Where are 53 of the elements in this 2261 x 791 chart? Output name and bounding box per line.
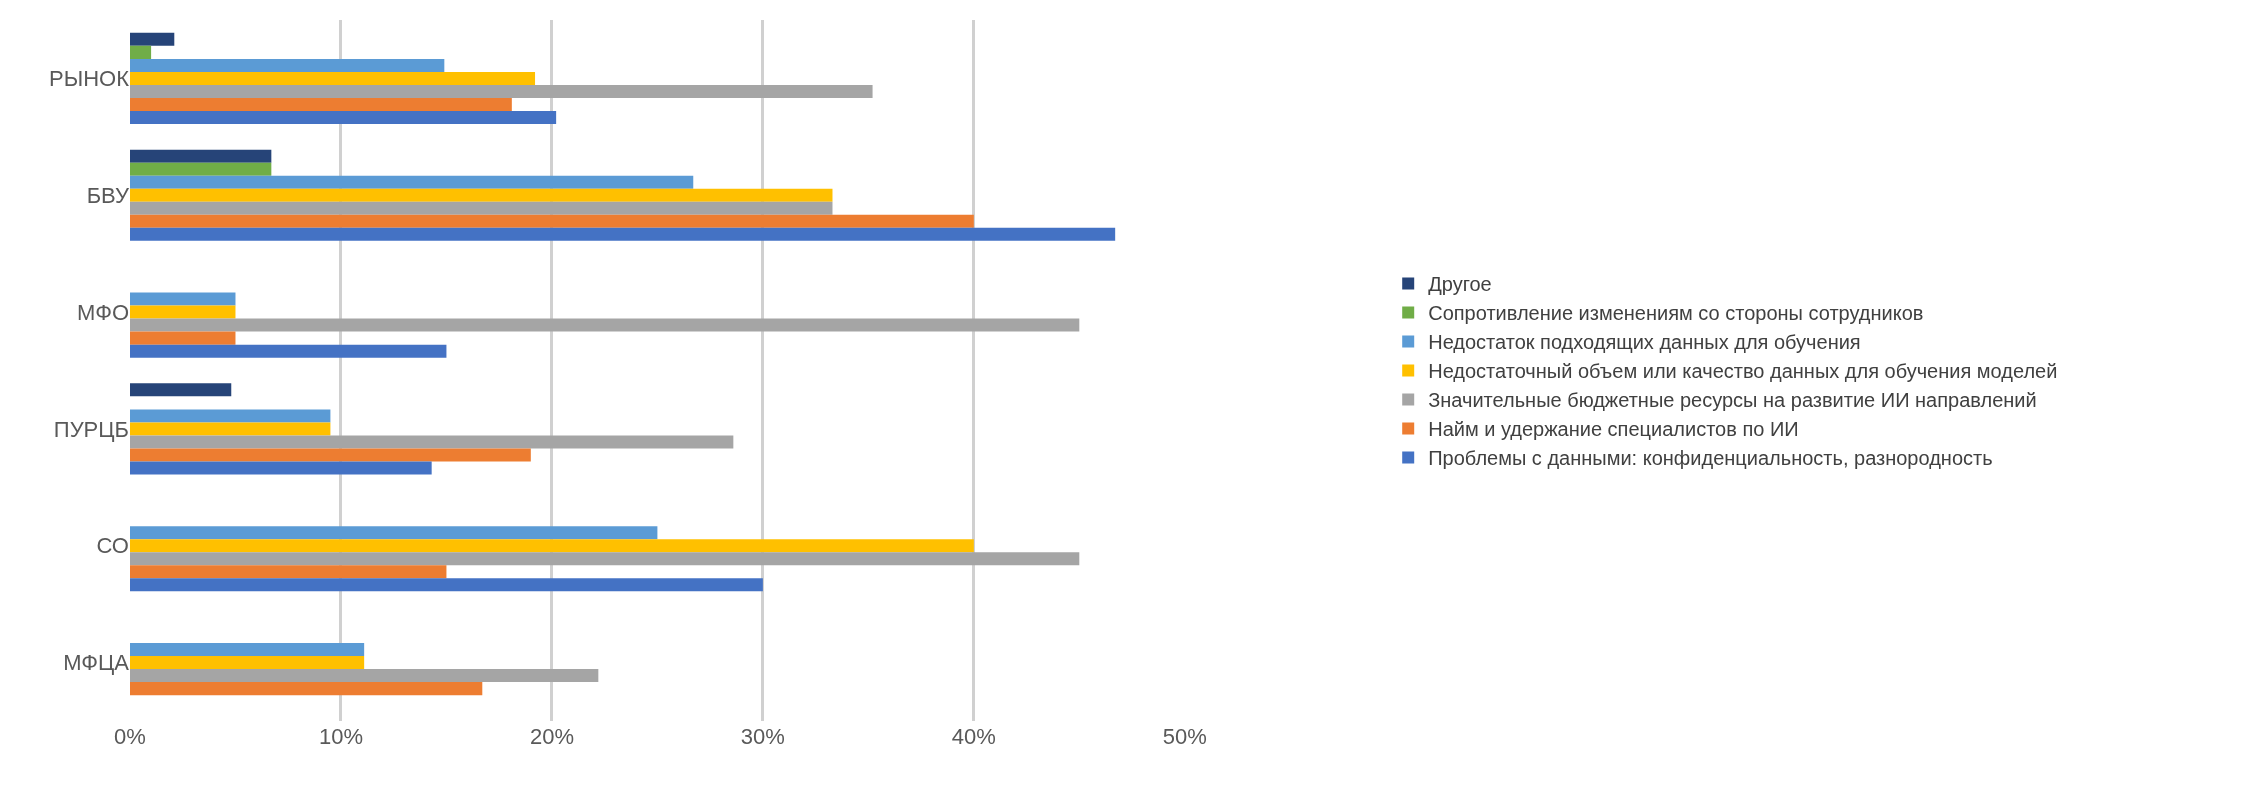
x-tick-label: 30% bbox=[740, 724, 785, 749]
bar bbox=[130, 565, 447, 579]
bar bbox=[130, 578, 763, 592]
bar bbox=[130, 201, 833, 215]
bar bbox=[130, 84, 873, 98]
y-tick-label: ПУРЦБ bbox=[53, 416, 129, 442]
legend-label: Недостаточный объем или качество данных для обучения моделей bbox=[1428, 360, 2058, 383]
x-tick-label: 50% bbox=[1162, 724, 1207, 749]
y-tick-label: СО bbox=[96, 533, 129, 559]
bar bbox=[130, 461, 432, 475]
bar bbox=[130, 162, 272, 176]
bar bbox=[130, 58, 445, 72]
legend-label: Сопротивление изменениям со стороны сотрудников bbox=[1428, 302, 1924, 325]
bar bbox=[130, 110, 557, 124]
bar bbox=[130, 539, 974, 553]
y-tick-label: БВУ bbox=[86, 182, 131, 208]
bar bbox=[130, 552, 1080, 566]
bar bbox=[130, 188, 833, 202]
bar bbox=[130, 669, 599, 683]
bar bbox=[130, 435, 734, 449]
x-tick-label: 40% bbox=[951, 724, 996, 749]
x-tick-label: 10% bbox=[318, 724, 363, 749]
bar bbox=[130, 682, 483, 696]
bar bbox=[130, 45, 152, 59]
bar bbox=[130, 383, 232, 397]
bar bbox=[130, 526, 658, 540]
y-tick-label: РЫНОК bbox=[49, 66, 130, 92]
y-tick-label: МФЦА bbox=[63, 650, 130, 676]
bar bbox=[130, 32, 175, 46]
bar bbox=[130, 71, 536, 85]
bar bbox=[130, 97, 512, 111]
legend-label: Проблемы с данными: конфиденциальность, разнородность bbox=[1428, 447, 1993, 470]
x-tick-label: 0% bbox=[114, 724, 146, 749]
legend-label: Другое bbox=[1428, 273, 1492, 296]
bar bbox=[130, 656, 365, 670]
legend-label: Значительные бюджетные ресурсы на развитие ИИ направлений bbox=[1428, 389, 2037, 412]
bar bbox=[130, 149, 272, 163]
bar bbox=[130, 643, 365, 657]
bar bbox=[130, 318, 1080, 332]
bar bbox=[130, 448, 531, 462]
bar bbox=[130, 227, 1116, 241]
bar bbox=[130, 292, 236, 306]
legend-label: Недостаток подходящих данных для обучения bbox=[1428, 331, 1861, 354]
bar bbox=[130, 409, 331, 423]
bar bbox=[130, 344, 447, 358]
bar bbox=[130, 331, 236, 345]
bar bbox=[130, 214, 974, 228]
y-tick-label: МФО bbox=[77, 299, 129, 325]
bar bbox=[130, 305, 236, 319]
bar bbox=[130, 422, 331, 436]
legend-label: Найм и удержание специалистов по ИИ bbox=[1428, 418, 1799, 441]
bar bbox=[130, 175, 694, 189]
x-tick-label: 20% bbox=[529, 724, 574, 749]
